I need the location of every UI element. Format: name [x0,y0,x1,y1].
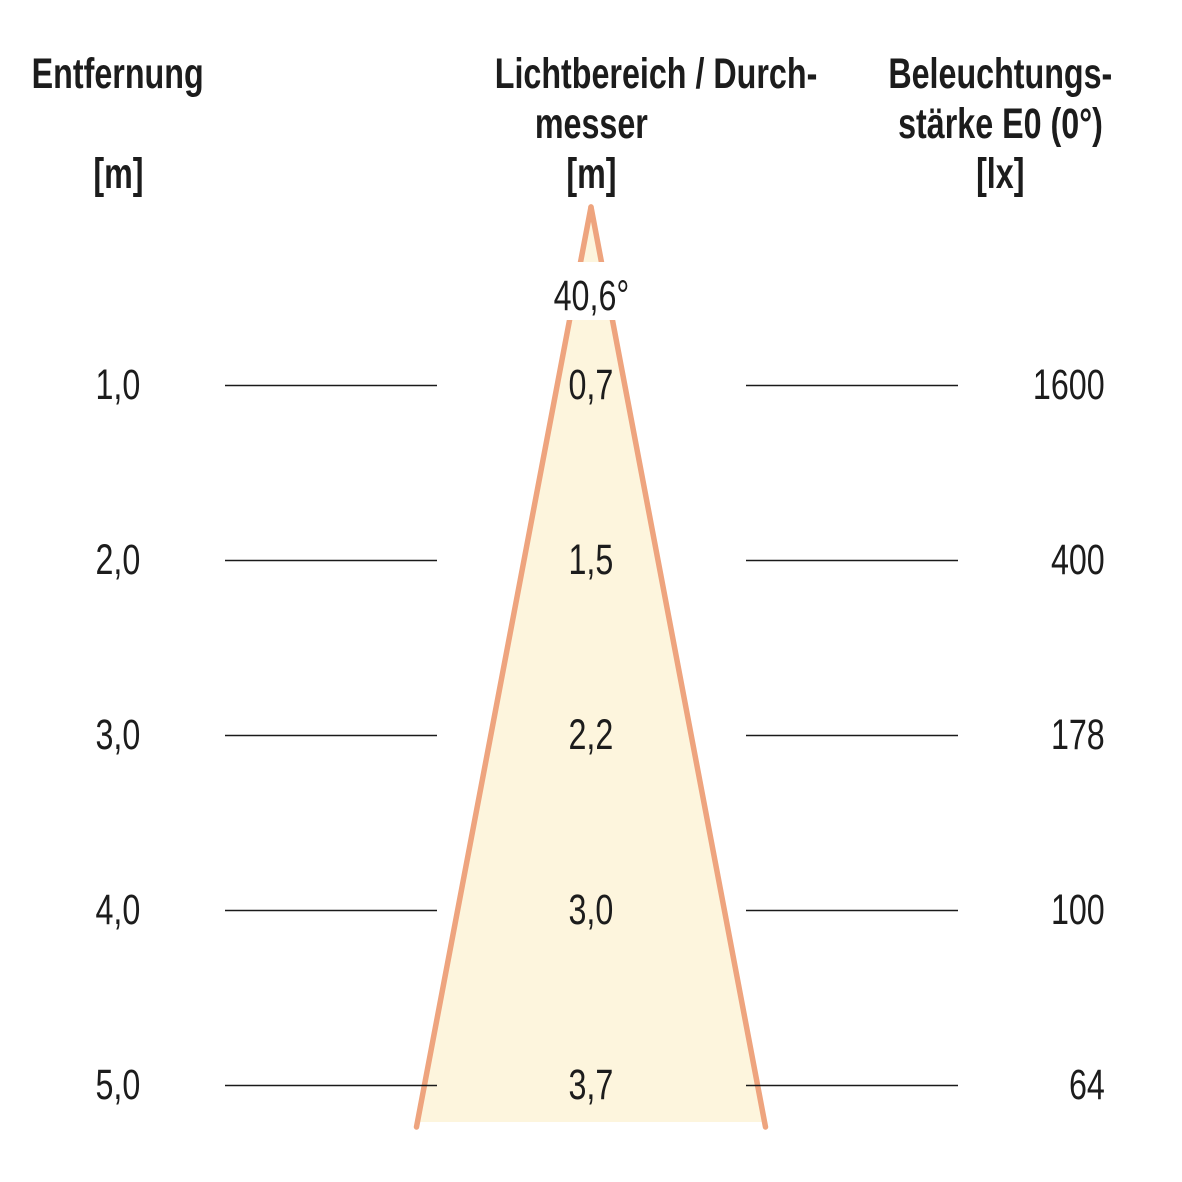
diameter-value-row2: 1,5 [568,536,614,584]
diameter-value-row4: 3,0 [568,886,614,934]
header-illuminance-unit: [lx] [975,150,1025,198]
cone-left-edge [413,204,594,1130]
header-illuminance-title-line1: Beleuchtungs- [888,50,1112,98]
diameter-value-row1: 0,7 [568,361,614,409]
illuminance-value-row3: 178 [1051,711,1105,759]
header-distance-title: Entfernung [32,50,204,98]
illuminance-value-row2: 400 [1051,536,1105,584]
distance-value-row2: 2,0 [95,536,141,584]
diameter-value-row5: 3,7 [568,1061,614,1109]
light-cone-fill [417,209,765,1122]
distance-value-row3: 3,0 [95,711,141,759]
angle-label-backdrop [428,262,754,320]
illuminance-value-row4: 100 [1051,886,1105,934]
distance-value-row5: 5,0 [95,1061,141,1109]
header-diameter-title-line2: messer [534,100,648,148]
beam-angle-label: 40,6° [553,272,629,320]
cone-right-edge [588,204,769,1130]
header-diameter-title-line1: Lichtbereich / Durch- [494,50,818,98]
illuminance-value-row1: 1600 [1033,361,1105,409]
distance-value-row1: 1,0 [95,361,141,409]
diameter-value-row3: 2,2 [568,711,614,759]
distance-value-row4: 4,0 [95,886,141,934]
illuminance-value-row5: 64 [1069,1061,1105,1109]
header-distance-unit: [m] [92,150,144,198]
header-diameter-unit: [m] [565,150,617,198]
header-illuminance-title-line2: stärke E0 (0°) [897,100,1103,148]
